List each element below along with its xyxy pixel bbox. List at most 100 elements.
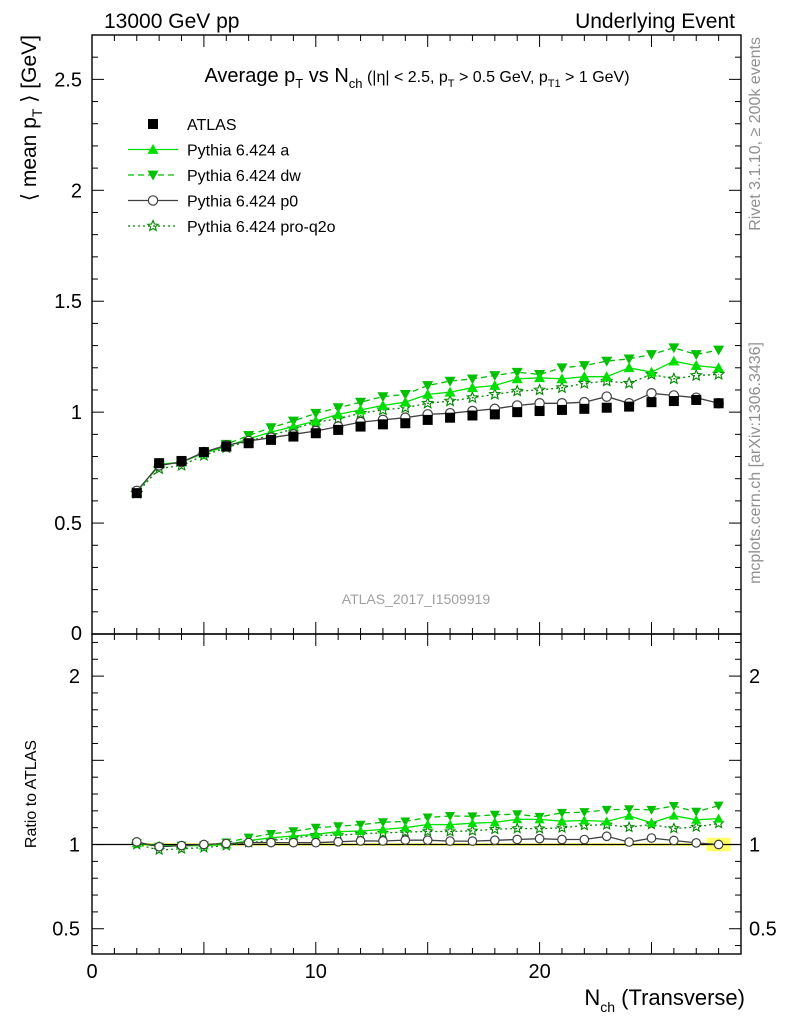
ratio-point <box>534 814 545 824</box>
data-point <box>465 390 480 404</box>
data-point <box>287 421 299 431</box>
ratio-point <box>668 802 679 812</box>
data-point <box>511 373 523 384</box>
ratio-point <box>624 805 635 815</box>
legend-marker <box>148 119 158 129</box>
ratio-point <box>624 837 634 847</box>
data-point <box>332 408 344 419</box>
ratio-point <box>310 837 321 848</box>
data-point <box>601 402 612 413</box>
ratio-point <box>288 831 299 841</box>
data-point <box>690 360 702 370</box>
ratio-point <box>243 837 254 848</box>
legend-entry: Pythia 6.424 a <box>128 143 289 160</box>
ratio-ticks <box>91 634 742 954</box>
main-ytick-label: 1.5 <box>54 291 82 313</box>
ratio-point <box>445 812 456 822</box>
legend-marker <box>146 219 160 232</box>
rivet-label: Rivet 3.1.10, ≥ 200k events <box>747 37 764 231</box>
data-point <box>689 368 703 382</box>
data-point <box>399 390 411 400</box>
data-point <box>422 414 433 425</box>
ratio-point <box>691 838 702 848</box>
data-point <box>511 367 523 378</box>
data-point <box>243 438 254 449</box>
ratio-point <box>199 839 209 850</box>
ratio-point <box>601 831 612 842</box>
ratio-point <box>355 820 366 830</box>
ratio-point <box>601 816 612 826</box>
ratio-point <box>355 836 366 846</box>
ratio-point <box>646 805 657 815</box>
y-zero-label: 0 <box>71 623 82 645</box>
data-point <box>712 367 726 381</box>
main-ytick-label: 2 <box>71 180 82 202</box>
data-point <box>377 392 389 403</box>
ratio-point <box>667 822 680 834</box>
ratio-point <box>713 813 724 823</box>
data-point <box>645 366 657 377</box>
ratio-point <box>333 826 344 836</box>
ratio-point <box>354 827 367 839</box>
ratio-ytick-label: 2 <box>69 666 80 688</box>
data-point <box>333 424 344 435</box>
ratio-point <box>467 818 478 828</box>
ratio-point <box>288 837 299 848</box>
data-point <box>601 371 613 382</box>
ratio-point <box>668 810 679 820</box>
legend-entry: Pythia 6.424 pro-q2o <box>128 219 336 236</box>
x-tick-label: 0 <box>86 961 97 983</box>
ratio-point <box>422 819 433 829</box>
main-series <box>130 343 726 499</box>
ratio-point <box>421 824 434 837</box>
ratio-point <box>489 835 500 846</box>
legend-marker <box>147 170 159 181</box>
ratio-point <box>400 817 411 827</box>
ratio-point <box>467 812 478 822</box>
ratio-point <box>512 834 523 845</box>
ratio-point <box>445 836 455 846</box>
data-point <box>668 343 680 354</box>
header-left: 13000 GeV pp <box>104 10 239 33</box>
legend-label: Pythia 6.424 a <box>187 143 289 160</box>
ratio-point <box>154 841 164 852</box>
data-point <box>422 381 434 392</box>
legend-label: Pythia 6.424 p0 <box>187 194 298 211</box>
ratio-point <box>489 810 500 820</box>
data-point <box>176 455 187 466</box>
ratio-point <box>622 820 636 833</box>
data-point <box>555 380 569 394</box>
ratio-frame <box>91 633 742 955</box>
data-point <box>623 354 635 365</box>
data-point <box>355 421 366 432</box>
ratio-point <box>221 838 232 849</box>
ratio-point <box>467 836 478 846</box>
main-ytick-label: 0.5 <box>54 513 82 535</box>
ratio-point <box>691 807 702 817</box>
ratio-point <box>556 808 567 818</box>
ratio-point <box>646 817 657 827</box>
data-point <box>421 396 435 409</box>
data-point <box>622 376 636 389</box>
ratio-point <box>422 813 433 823</box>
data-point <box>690 350 702 360</box>
legend-label: Pythia 6.424 dw <box>187 168 301 185</box>
data-point <box>355 397 367 408</box>
legend-marker <box>147 144 159 154</box>
ratio-series <box>92 801 741 856</box>
data-point <box>534 372 546 383</box>
data-point <box>533 383 547 396</box>
data-point <box>713 398 724 409</box>
data-point <box>310 428 321 439</box>
ratio-point <box>534 833 545 844</box>
data-point <box>489 371 501 382</box>
ratio-point <box>646 833 657 843</box>
ratio-point <box>131 837 142 847</box>
data-point <box>444 376 456 387</box>
ratio-point <box>400 835 411 845</box>
data-point <box>644 367 659 381</box>
series-line <box>136 360 719 493</box>
data-point <box>310 415 322 426</box>
main-ytick-label: 2.5 <box>54 69 82 91</box>
ratio-point <box>310 823 321 833</box>
